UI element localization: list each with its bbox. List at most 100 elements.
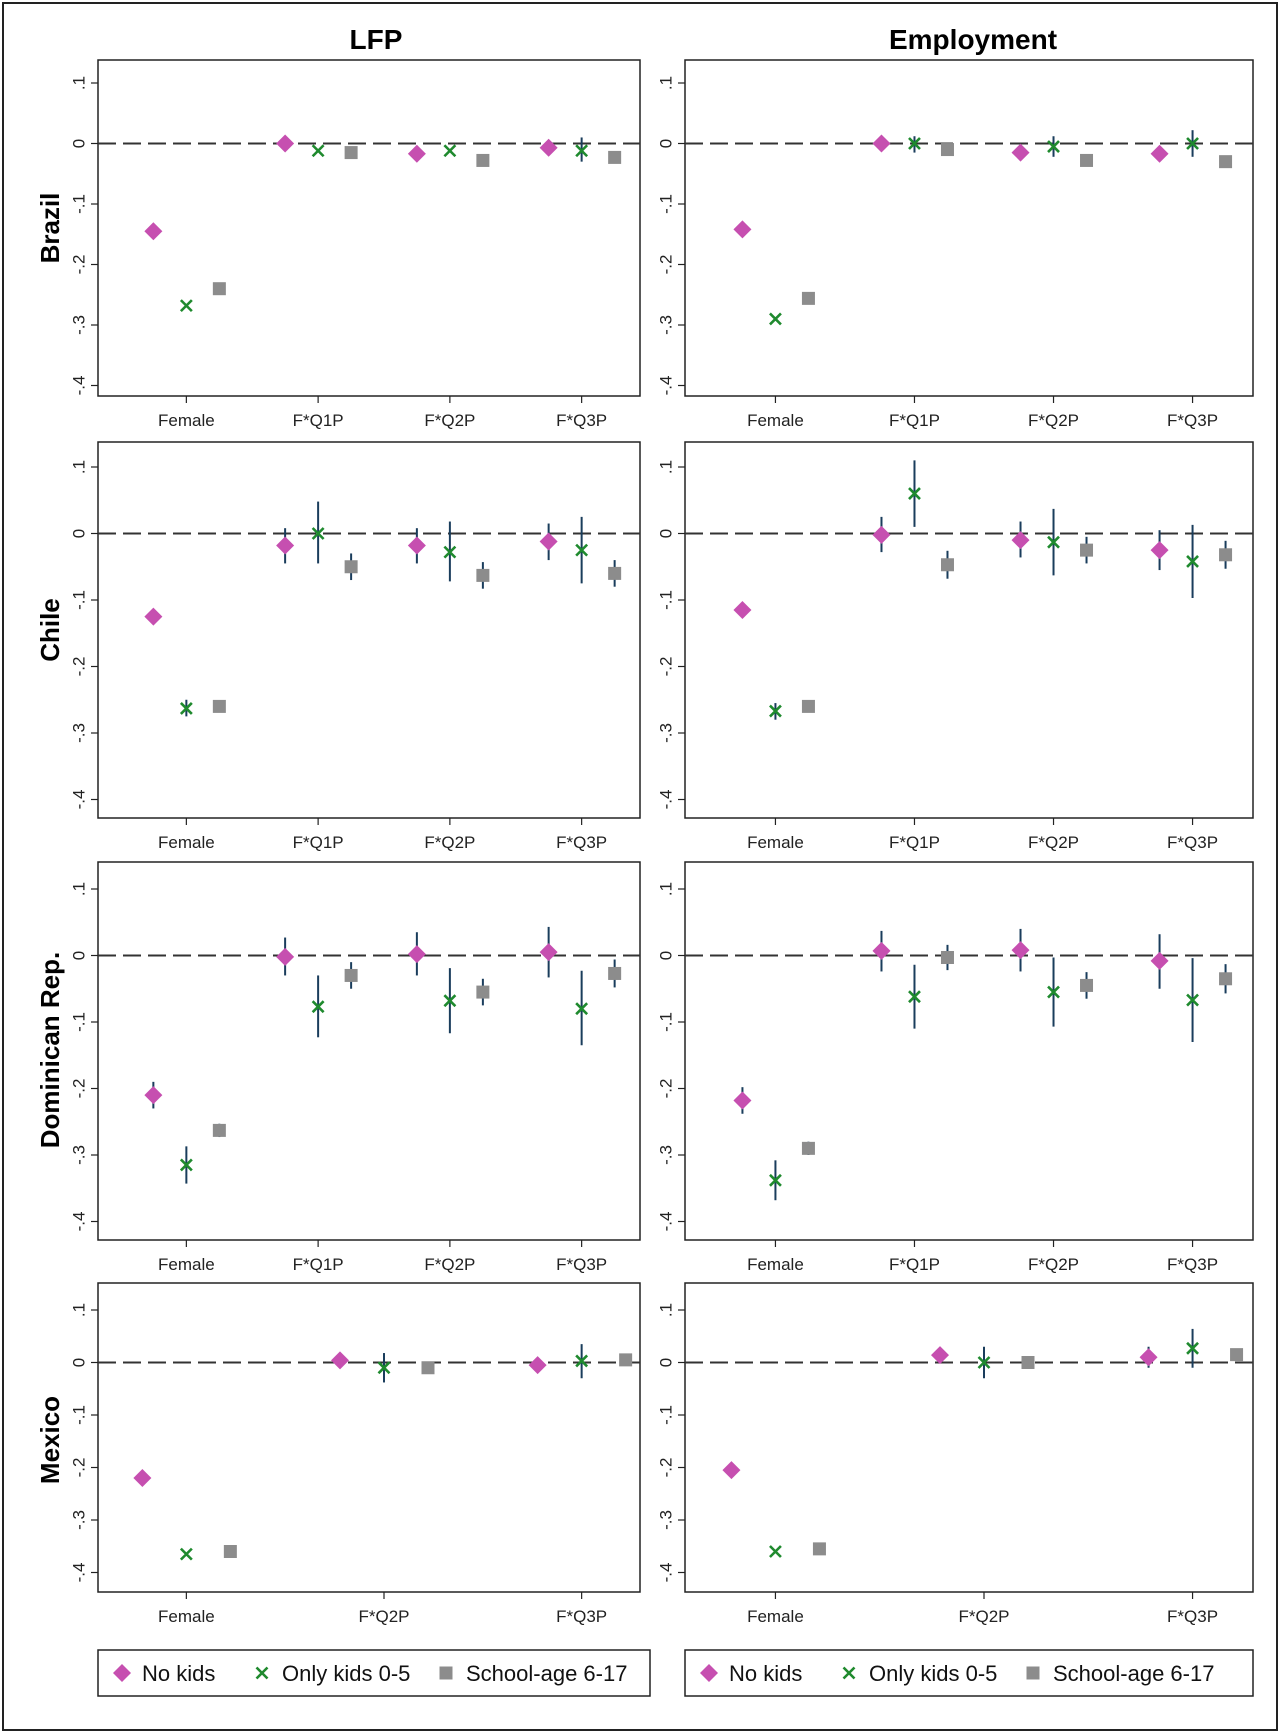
point-no-kids-female (733, 1091, 752, 1110)
panel-brazil-lfp: .1 0 -.1 -.2 -.3 -.4 Female F*Q1P F*Q2P F*Q3P Braz… (35, 59, 641, 430)
point-no-kids-f-q2p (1011, 143, 1030, 162)
legend-label-only-kids-0-5: Only kids 0-5 (869, 1661, 997, 1686)
point-only-kids-0-5-f-q3p (575, 1354, 589, 1368)
panel-brazil-employment: .1 0 -.1 -.2 -.3 -.4 Female F*Q1P F*Q2P F*Q3P (656, 59, 1254, 430)
x-tick-label-f-q2p: F*Q2P (424, 833, 475, 852)
y-tick-label: -.3 (656, 1145, 675, 1165)
row-title-dominican-rep: Dominican Rep. (35, 952, 65, 1148)
point-no-kids-female (144, 1086, 163, 1105)
point-no-kids-f-q2p (407, 144, 426, 163)
plot-frame (97, 1282, 641, 1593)
panel-mexico-employment: .1 0 -.1 -.2 -.3 -.4 Female F*Q2P F*Q3P (656, 1282, 1254, 1626)
point-school-age-6-17-f-q1p (940, 950, 954, 964)
y-tick-label: -.1 (656, 194, 675, 214)
point-no-kids-f-q1p (872, 134, 891, 153)
x-tick-label-female: Female (158, 1607, 215, 1626)
x-tick-label-f-q1p: F*Q1P (889, 1255, 940, 1274)
y-tick-label: .1 (656, 1303, 675, 1317)
y-tick-label: -.4 (69, 376, 88, 396)
plot-frame (97, 861, 641, 1241)
y-tick-label: 0 (69, 139, 88, 148)
plot-frame (684, 861, 1254, 1241)
x-tick-label-f-q2p: F*Q2P (1028, 833, 1079, 852)
plot-frame (97, 59, 641, 397)
point-school-age-6-17-f-q1p (344, 146, 358, 160)
y-tick-label: -.3 (69, 1510, 88, 1530)
panels: .1 0 -.1 -.2 -.3 -.4 Female F*Q1P F*Q2P F*Q3P Braz… (35, 59, 1254, 1626)
point-no-kids-f-q2p (1011, 531, 1030, 550)
point-only-kids-0-5-f-q2p (443, 545, 457, 559)
legend-marker-school-age-6-17 (439, 1666, 453, 1680)
y-tick-label: -.2 (69, 255, 88, 275)
x-tick-label-f-q3p: F*Q3P (1167, 411, 1218, 430)
point-no-kids-f-q2p (931, 1346, 949, 1365)
y-tick-label: -.2 (69, 657, 88, 677)
point-only-kids-0-5-f-q1p (311, 144, 325, 158)
point-only-kids-0-5-female (769, 1545, 782, 1558)
x-tick-label-f-q1p: F*Q1P (293, 1255, 344, 1274)
y-tick-label: .1 (69, 76, 88, 90)
legend-label-school-age-6-17: School-age 6-17 (1053, 1661, 1214, 1686)
point-only-kids-0-5-f-q3p (1186, 137, 1199, 150)
column-title-employment: Employment (889, 24, 1057, 55)
panel-dominican-rep-employment: .1 0 -.1 -.2 -.3 -.4 Female F*Q1P F*Q2P F*Q3P (656, 861, 1254, 1274)
plot-frame (684, 1282, 1254, 1593)
x-tick-label-f-q3p: F*Q3P (556, 411, 607, 430)
x-tick-label-female: Female (747, 411, 804, 430)
y-tick-label: -.2 (656, 1458, 675, 1478)
y-tick-label: .1 (656, 460, 675, 474)
y-tick-label: -.1 (69, 194, 88, 214)
y-tick-label: .1 (656, 76, 675, 90)
y-tick-label: -.2 (656, 255, 675, 275)
y-tick-label: -.1 (69, 1012, 88, 1032)
y-tick-label: -.1 (656, 590, 675, 610)
row-title-mexico: Mexico (35, 1396, 65, 1484)
legend-frame (684, 1649, 1254, 1697)
y-tick-label: .1 (69, 460, 88, 474)
plot-frame (97, 441, 641, 819)
point-only-kids-0-5-f-q2p (377, 1361, 391, 1375)
y-tick-label: 0 (69, 529, 88, 538)
x-tick-label-f-q3p: F*Q3P (1167, 833, 1218, 852)
legend-lfp: No kids Only kids 0-5 School-age 6-17 (97, 1649, 651, 1697)
y-tick-label: .1 (69, 1303, 88, 1317)
point-school-age-6-17-f-q2p (1080, 543, 1094, 557)
point-no-kids-female (133, 1469, 152, 1487)
point-only-kids-0-5-f-q3p (575, 1002, 589, 1016)
point-only-kids-0-5-f-q1p (908, 137, 921, 150)
legend-label-only-kids-0-5: Only kids 0-5 (282, 1661, 410, 1686)
x-tick-label-f-q2p: F*Q2P (1028, 411, 1079, 430)
point-school-age-6-17-f-q3p (608, 566, 622, 580)
x-tick-label-f-q2p: F*Q2P (1028, 1255, 1079, 1274)
point-only-kids-0-5-female (769, 704, 782, 718)
y-tick-label: .1 (656, 882, 675, 896)
x-tick-label-f-q3p: F*Q3P (556, 1255, 607, 1274)
point-school-age-6-17-f-q3p (608, 150, 622, 164)
point-school-age-6-17-female (801, 291, 815, 305)
plot-frame (684, 441, 1254, 819)
point-school-age-6-17-female (801, 1141, 815, 1155)
point-only-kids-0-5-female (769, 312, 782, 326)
y-tick-label: -.2 (656, 1079, 675, 1099)
point-school-age-6-17-f-q2p (1021, 1356, 1035, 1369)
point-no-kids-f-q2p (331, 1351, 349, 1370)
point-school-age-6-17-female (801, 699, 815, 713)
y-tick-label: -.4 (69, 1212, 88, 1232)
point-school-age-6-17-f-q2p (421, 1361, 435, 1375)
y-tick-label: 0 (656, 139, 675, 148)
point-only-kids-0-5-f-q3p (1186, 555, 1199, 568)
point-no-kids-f-q2p (407, 536, 426, 555)
x-tick-label-f-q2p: F*Q2P (958, 1607, 1009, 1626)
point-only-kids-0-5-f-q3p (575, 144, 589, 158)
point-no-kids-f-q3p (539, 532, 558, 551)
y-tick-label: -.3 (69, 1145, 88, 1165)
point-no-kids-female (144, 607, 163, 626)
point-no-kids-female (733, 600, 752, 619)
legend-marker-no-kids (700, 1664, 718, 1682)
point-school-age-6-17-f-q3p (619, 1353, 633, 1367)
point-no-kids-f-q1p (276, 536, 295, 555)
point-school-age-6-17-f-q3p (1219, 972, 1233, 986)
point-only-kids-0-5-female (179, 1547, 193, 1561)
x-tick-label-f-q1p: F*Q1P (889, 411, 940, 430)
